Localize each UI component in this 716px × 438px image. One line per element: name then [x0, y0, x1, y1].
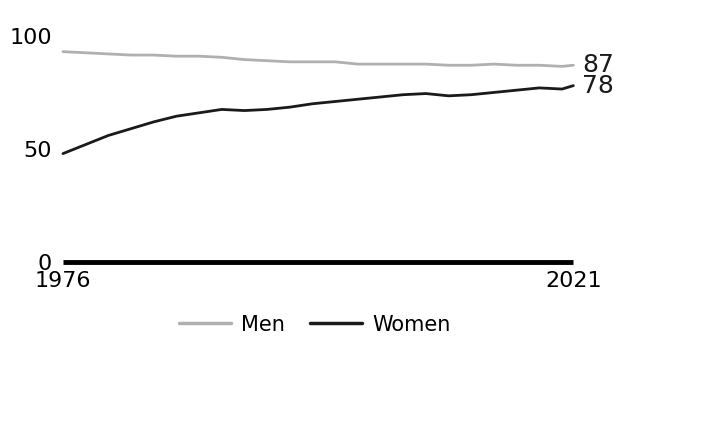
Men	[376, 61, 384, 67]
Women	[218, 107, 226, 112]
Women	[376, 94, 384, 99]
Men	[445, 63, 453, 68]
Men	[422, 61, 430, 67]
Women	[286, 105, 294, 110]
Women	[82, 142, 90, 147]
Line: Men: Men	[63, 52, 574, 67]
Women	[263, 107, 271, 112]
Women	[59, 151, 67, 156]
Men	[569, 63, 578, 68]
Men	[150, 53, 158, 58]
Women	[150, 119, 158, 124]
Men	[172, 53, 180, 59]
Text: 78: 78	[582, 74, 614, 98]
Men	[195, 53, 203, 59]
Women	[490, 90, 498, 95]
Text: 1976: 1976	[34, 272, 91, 291]
Line: Women: Women	[63, 86, 574, 154]
Women	[513, 88, 521, 93]
Women	[399, 92, 407, 97]
Women	[127, 126, 135, 131]
Men	[104, 51, 112, 57]
Women	[445, 93, 453, 99]
Men	[82, 50, 90, 56]
Men	[490, 61, 498, 67]
Women	[558, 86, 566, 92]
Men	[218, 55, 226, 60]
Men	[127, 53, 135, 58]
Women	[172, 113, 180, 119]
Women	[354, 97, 362, 102]
Men	[59, 49, 67, 54]
Legend: Men, Women: Men, Women	[179, 314, 451, 335]
Women	[331, 99, 339, 104]
Women	[104, 133, 112, 138]
Men	[308, 59, 316, 64]
Women	[569, 83, 578, 88]
Women	[422, 91, 430, 96]
Men	[558, 64, 566, 69]
Men	[513, 63, 521, 68]
Women	[240, 108, 248, 113]
Women	[467, 92, 475, 97]
Men	[286, 59, 294, 64]
Men	[331, 59, 339, 64]
Text: 87: 87	[582, 53, 614, 77]
Women	[535, 85, 543, 91]
Women	[308, 101, 316, 106]
Men	[399, 61, 407, 67]
Men	[240, 57, 248, 62]
Text: 2021: 2021	[545, 272, 601, 291]
Men	[263, 58, 271, 64]
Men	[535, 63, 543, 68]
Women	[195, 110, 203, 116]
Men	[354, 61, 362, 67]
Men	[467, 63, 475, 68]
